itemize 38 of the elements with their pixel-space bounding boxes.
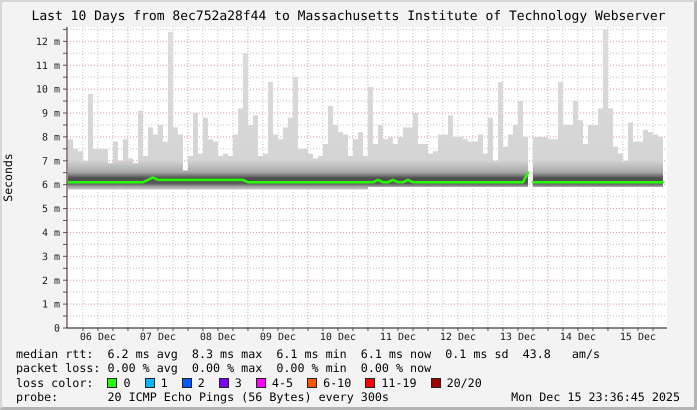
x-tick-label: 10 Dec	[320, 332, 356, 344]
y-tick-label: 12 m	[36, 36, 60, 48]
y-tick-label: 9 m	[42, 108, 60, 120]
x-tick-label: 11 Dec	[380, 332, 416, 344]
y-tick-label: 0	[54, 324, 60, 335]
y-tick-label: 3 m	[42, 252, 60, 263]
y-tick-label: 6 m	[42, 180, 60, 192]
x-tick-label: 07 Dec	[140, 332, 176, 344]
legend-label: 20/20	[446, 376, 482, 390]
y-tick-label: 8 m	[42, 132, 60, 144]
legend-label: 11-19	[381, 376, 416, 390]
y-tick-label: 5 m	[42, 204, 60, 216]
x-tick-label: 08 Dec	[200, 332, 236, 344]
x-tick-label: 15 Dec	[620, 332, 656, 344]
y-tick-label: 4 m	[42, 228, 60, 239]
x-tick-label: 13 Dec	[500, 332, 536, 344]
legend-title: loss color:	[16, 376, 94, 390]
y-tick-label: 10 m	[36, 84, 60, 96]
chart-title: Last 10 Days from 8ec752a28f44 to Massachusetts Institute of Technology Webserver	[32, 9, 666, 24]
y-tick-label: 7 m	[42, 156, 60, 168]
y-tick-label: 1 m	[42, 300, 60, 311]
y-tick-label: 2 m	[42, 276, 60, 287]
text: packet loss: 0.00 % avg 0.00 % max 0.00 % min 0.00 % now	[16, 361, 432, 376]
legend-label: 0	[123, 376, 131, 390]
legend-label: 3	[234, 376, 242, 390]
legend-label: 4-5	[272, 376, 294, 390]
text: probe: 20 ICMP Echo Pings (56 Bytes) every 300s	[16, 390, 389, 404]
x-tick-label: 12 Dec	[440, 332, 476, 344]
text: Mon Dec 15 23:36:45 2025	[511, 390, 680, 404]
legend-label: 2	[198, 376, 205, 390]
x-tick-label: 09 Dec	[260, 332, 296, 344]
text: median rtt: 6.2 ms avg 8.3 ms max 6.1 ms min 6.1 ms now 0.1 ms sd 43.8 am/s	[16, 347, 600, 361]
legend-label: 6-10	[323, 376, 352, 390]
x-tick-label: 06 Dec	[80, 332, 116, 344]
legend-label: 1	[160, 376, 168, 390]
y-tick-label: 11 m	[36, 60, 60, 72]
y-axis-title: Seconds	[1, 153, 16, 202]
x-tick-label: 14 Dec	[560, 332, 596, 344]
